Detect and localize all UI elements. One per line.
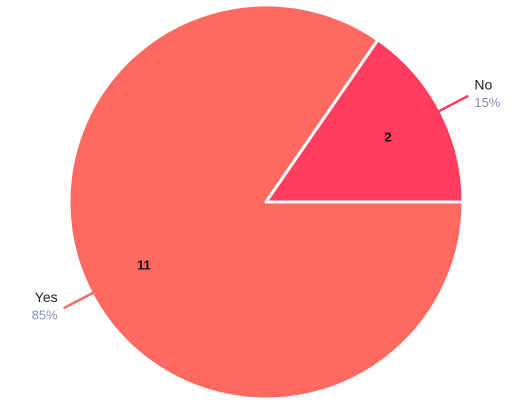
leader-line bbox=[432, 94, 469, 116]
percentage-label: 15% bbox=[474, 95, 500, 110]
data-label: 2 bbox=[384, 129, 391, 144]
category-label: Yes bbox=[35, 289, 58, 305]
category-label: No bbox=[474, 77, 492, 93]
percentage-label: 85% bbox=[32, 308, 58, 323]
data-label: 11 bbox=[137, 258, 151, 273]
leader-line bbox=[63, 288, 100, 310]
